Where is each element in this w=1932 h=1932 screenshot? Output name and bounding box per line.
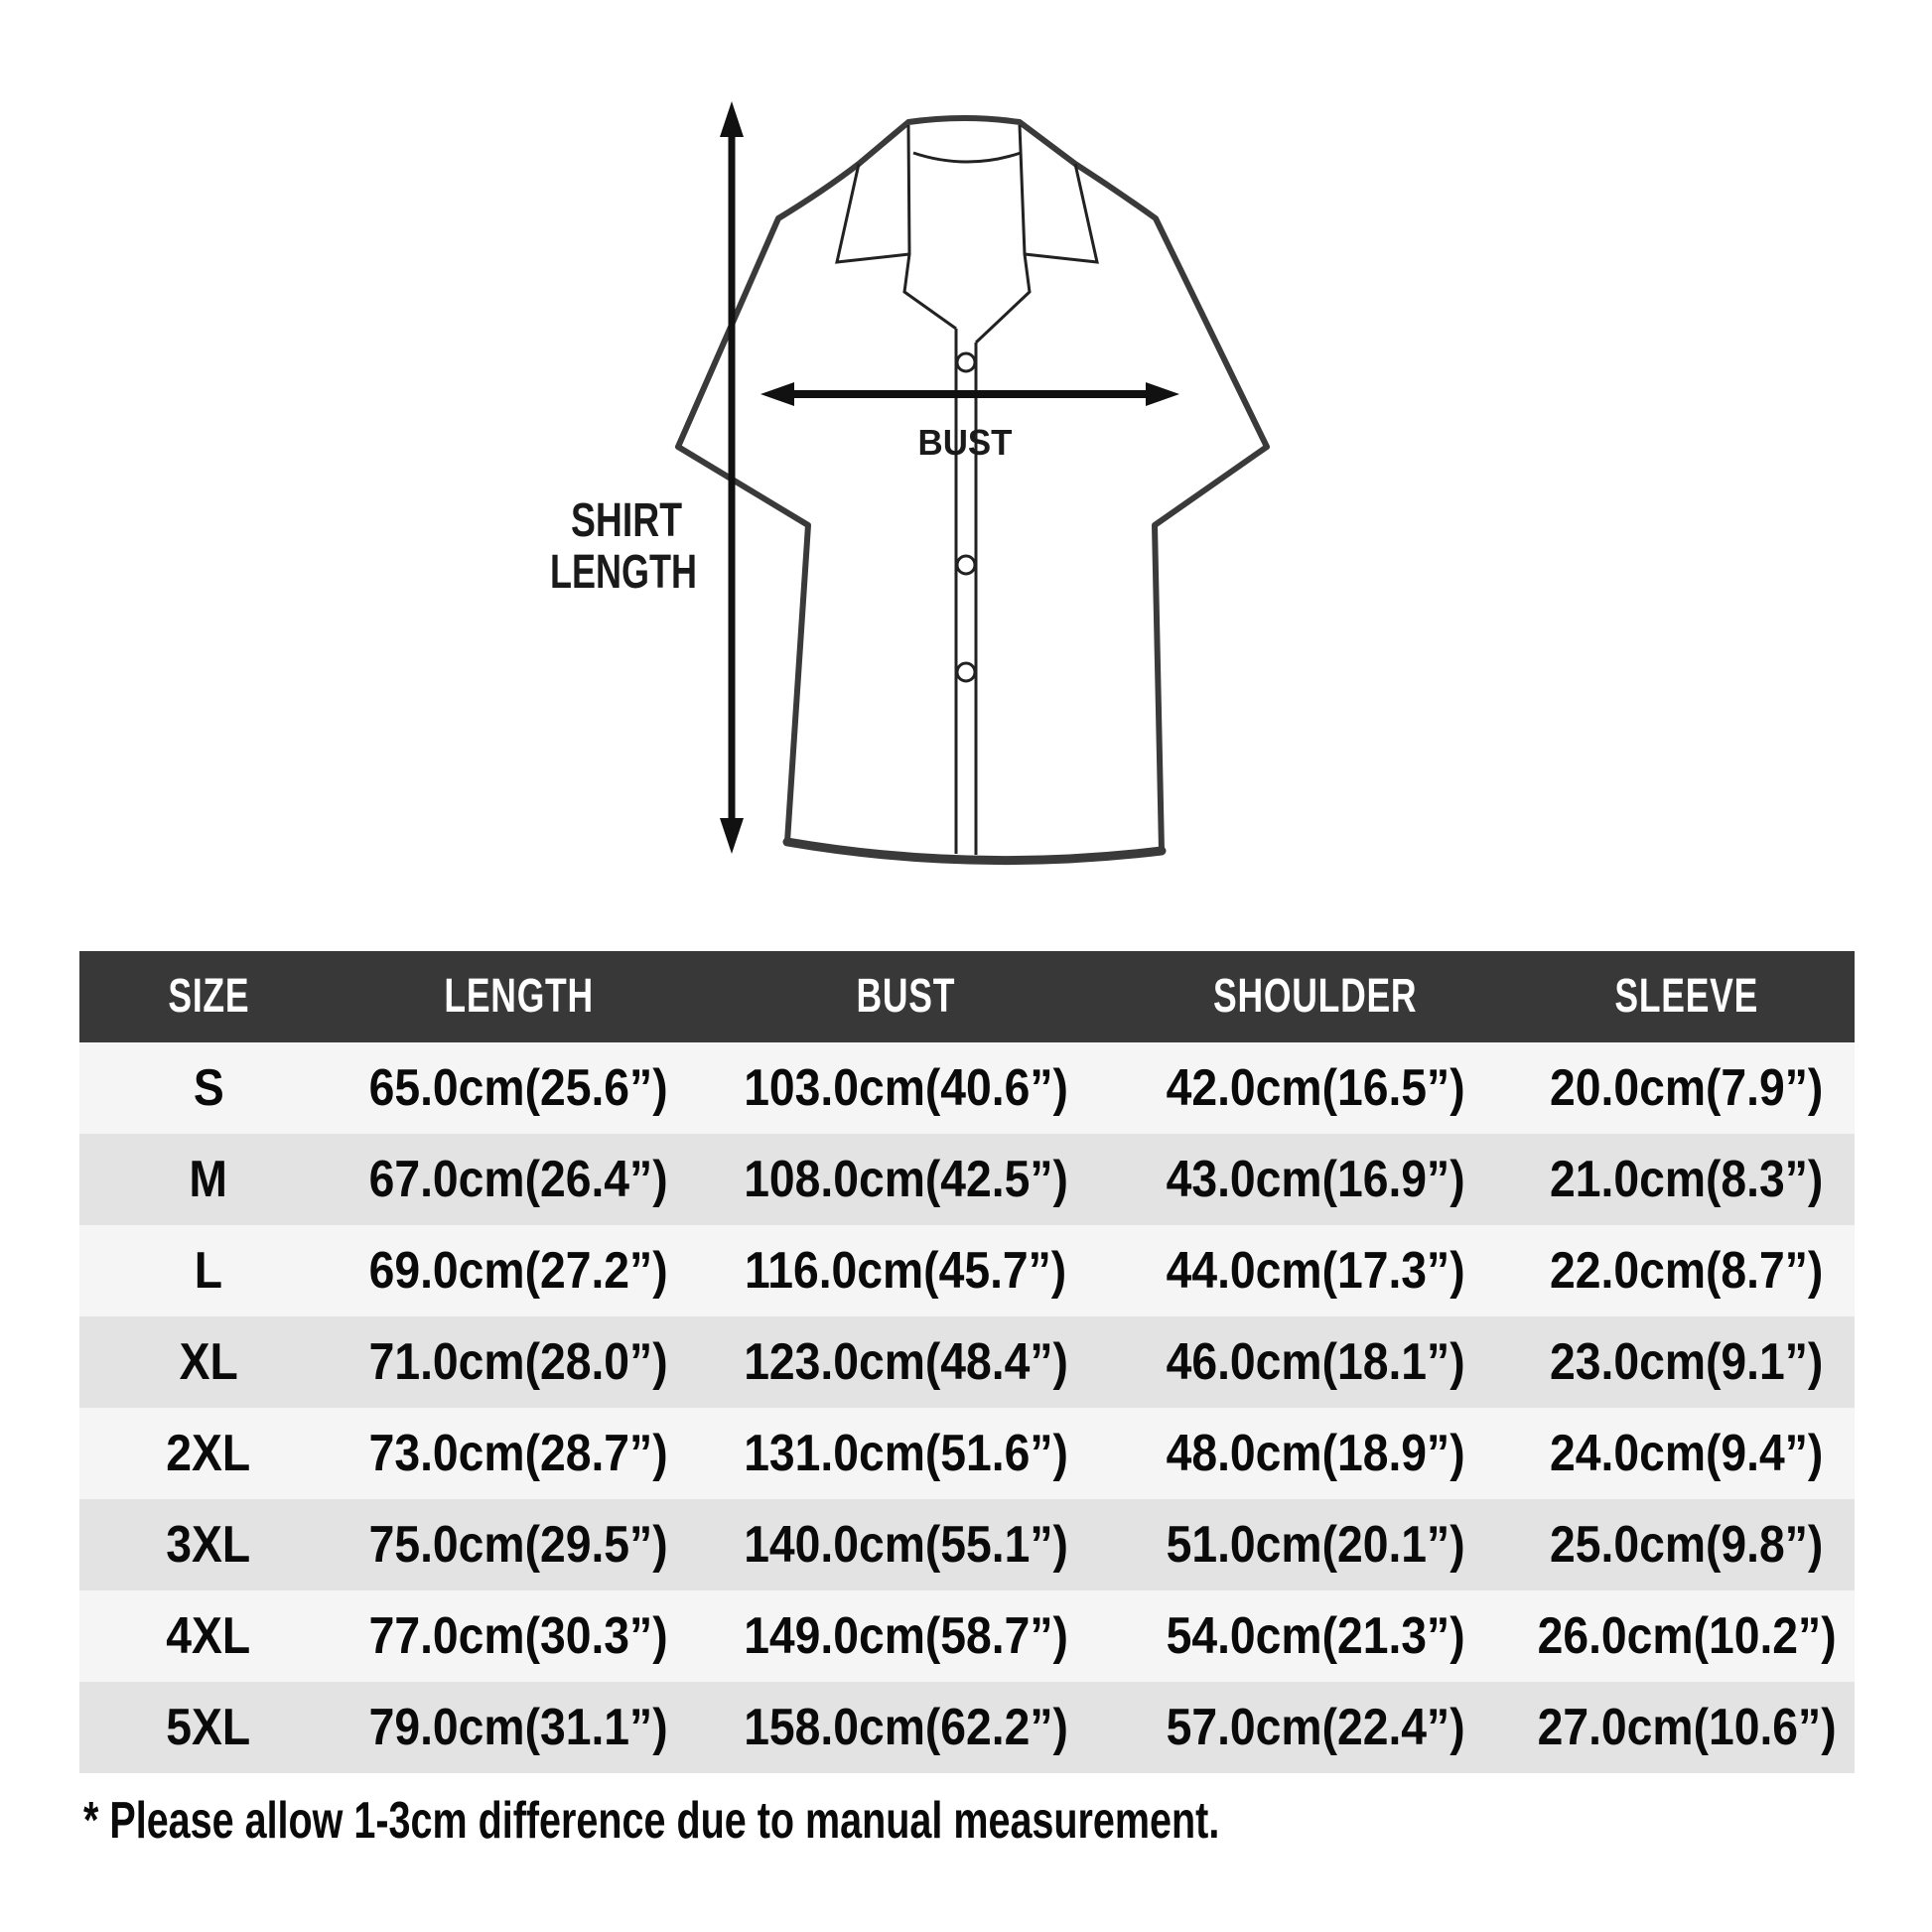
shirt-diagram: BUST SHIRT LENGTH [536,60,1430,943]
shirt-length-label-line2: LENGTH [550,546,697,599]
shirt-diagram-svg: BUST SHIRT LENGTH [550,101,1270,866]
cell-size: 4XL [166,1607,251,1665]
column-header-length: LENGTH [444,970,594,1023]
column-header-size: SIZE [168,970,249,1023]
cell-length: 69.0cm(27.2”) [368,1242,668,1300]
shirt-outline [675,115,1270,864]
cell-shoulder: 46.0cm(18.1”) [1166,1333,1465,1391]
table-row: XL 71.0cm(28.0”) 123.0cm(48.4”) 46.0cm(18.1… [79,1316,1855,1408]
table-row: 2XL 73.0cm(28.7”) 131.0cm(51.6”) 48.0cm(18.… [79,1408,1855,1499]
cell-shoulder: 48.0cm(18.9”) [1166,1425,1465,1482]
column-header-sleeve: SLEEVE [1614,970,1759,1023]
cell-shoulder: 43.0cm(16.9”) [1166,1151,1465,1208]
column-header-bust: BUST [856,970,956,1023]
cell-shoulder: 42.0cm(16.5”) [1166,1059,1465,1117]
table-body: S 65.0cm(25.6”) 103.0cm(40.6”) 42.0cm(16.5”… [79,1042,1855,1773]
cell-length: 71.0cm(28.0”) [368,1333,668,1391]
cell-shoulder: 54.0cm(21.3”) [1166,1607,1465,1665]
table-row: S 65.0cm(25.6”) 103.0cm(40.6”) 42.0cm(16.5”… [79,1042,1855,1134]
bust-label: BUST [918,422,1013,463]
cell-bust: 140.0cm(55.1”) [744,1516,1068,1574]
collar-left-leaf [835,163,910,264]
cell-length: 67.0cm(26.4”) [368,1151,668,1208]
cell-sleeve: 25.0cm(9.8”) [1550,1516,1824,1574]
cell-length: 65.0cm(25.6”) [368,1059,668,1117]
cell-shoulder: 44.0cm(17.3”) [1166,1242,1465,1300]
cell-size: 2XL [166,1425,251,1482]
table-row: L 69.0cm(27.2”) 116.0cm(45.7”) 44.0cm(17.3”… [79,1225,1855,1316]
cell-size: 5XL [166,1699,251,1756]
shirt-length-label-line1: SHIRT [571,494,682,547]
cell-size: S [193,1059,224,1117]
size-table: SIZE LENGTH BUST SHOULDER SLEEVE S 65.0cm… [79,951,1855,1773]
footnote: * Please allow 1-3cm difference due to m… [83,1792,1220,1850]
cell-size: XL [179,1333,238,1391]
shirt-length-arrow [720,101,744,854]
cell-size: M [189,1151,228,1208]
cell-bust: 158.0cm(62.2”) [744,1699,1068,1756]
button [955,554,977,576]
cell-bust: 116.0cm(45.7”) [745,1242,1067,1300]
collar-right-leaf [1024,163,1099,264]
column-header-shoulder: SHOULDER [1213,970,1418,1023]
cell-bust: 149.0cm(58.7”) [744,1607,1068,1665]
cell-length: 79.0cm(31.1”) [368,1699,668,1756]
cell-bust: 103.0cm(40.6”) [744,1059,1068,1117]
cell-length: 73.0cm(28.7”) [368,1425,668,1482]
cell-length: 75.0cm(29.5”) [368,1516,668,1574]
cell-sleeve: 26.0cm(10.2”) [1537,1607,1837,1665]
cell-sleeve: 24.0cm(9.4”) [1550,1425,1824,1482]
shirt-hem-line [782,837,1167,866]
collar-right-front-edge [974,124,1032,345]
cell-shoulder: 51.0cm(20.1”) [1166,1516,1465,1574]
table-header-row: SIZE LENGTH BUST SHOULDER SLEEVE [79,951,1855,1042]
cell-length: 77.0cm(30.3”) [368,1607,668,1665]
collar-left-front-edge [902,124,957,331]
cell-sleeve: 27.0cm(10.6”) [1537,1699,1837,1756]
cell-shoulder: 57.0cm(22.4”) [1166,1699,1465,1756]
collar-neck-curve [912,151,1022,164]
bust-arrow [760,382,1179,406]
button [955,351,977,373]
cell-sleeve: 21.0cm(8.3”) [1550,1151,1824,1208]
table-row: M 67.0cm(26.4”) 108.0cm(42.5”) 43.0cm(16.9”… [79,1134,1855,1225]
cell-sleeve: 23.0cm(9.1”) [1550,1333,1824,1391]
table-row: 4XL 77.0cm(30.3”) 149.0cm(58.7”) 54.0cm(21.… [79,1590,1855,1682]
table-row: 3XL 75.0cm(29.5”) 140.0cm(55.1”) 51.0cm(20.… [79,1499,1855,1590]
cell-bust: 131.0cm(51.6”) [744,1425,1068,1482]
table-row: 5XL 79.0cm(31.1”) 158.0cm(62.2”) 57.0cm(22.… [79,1682,1855,1773]
cell-bust: 108.0cm(42.5”) [744,1151,1068,1208]
cell-size: L [194,1242,223,1300]
button [955,661,977,683]
cell-size: 3XL [166,1516,251,1574]
cell-sleeve: 20.0cm(7.9”) [1550,1059,1824,1117]
cell-sleeve: 22.0cm(8.7”) [1550,1242,1824,1300]
cell-bust: 123.0cm(48.4”) [744,1333,1068,1391]
